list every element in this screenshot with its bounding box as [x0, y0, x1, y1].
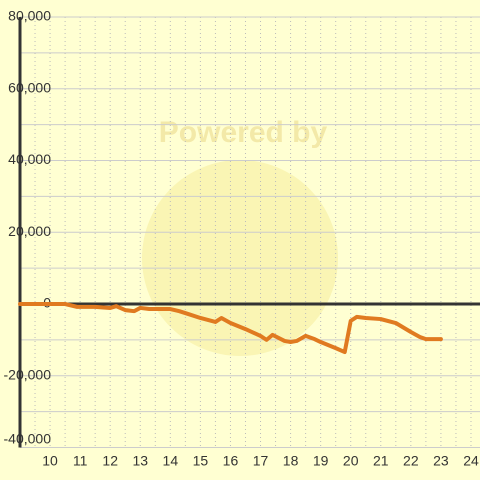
x-tick-label: 17	[253, 453, 269, 469]
y-tick-label: 20,000	[8, 223, 51, 239]
watermark: Powered by	[159, 116, 328, 149]
y-tick-label: 60,000	[8, 79, 51, 95]
x-tick-label: 13	[132, 453, 148, 469]
y-tick-label: -40,000	[4, 431, 52, 447]
x-tick-label: 16	[223, 453, 239, 469]
x-tick-label: 14	[163, 453, 179, 469]
x-tick-label: 20	[343, 453, 359, 469]
x-tick-label: 11	[73, 453, 88, 469]
y-tick-label: 40,000	[8, 151, 51, 167]
x-tick-label: 24	[463, 453, 479, 469]
x-tick-label: 12	[102, 453, 118, 469]
watermark-logo	[142, 160, 338, 356]
x-tick-label: 15	[193, 453, 209, 469]
x-tick-label: 19	[313, 453, 329, 469]
x-tick-label: 18	[283, 453, 299, 469]
x-tick-label: 10	[42, 453, 58, 469]
data-line	[18, 302, 443, 355]
x-tick-label: 23	[433, 453, 449, 469]
x-tick-label: 21	[373, 453, 389, 469]
y-tick-label: -20,000	[4, 366, 52, 382]
x-tick-label: 22	[403, 453, 419, 469]
y-tick-label: 80,000	[8, 8, 51, 24]
